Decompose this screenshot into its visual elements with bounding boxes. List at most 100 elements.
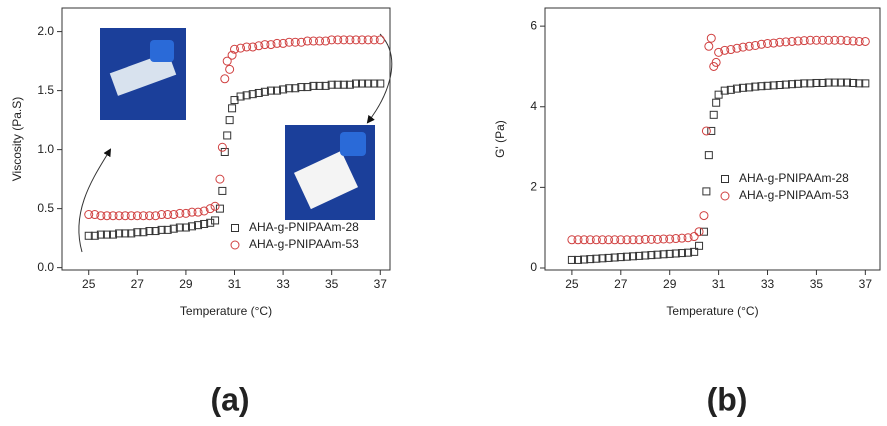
data-point: [132, 211, 142, 221]
data-point: [315, 36, 325, 46]
data-point: [854, 36, 864, 46]
data-point: [114, 211, 124, 221]
data-point: [580, 255, 589, 264]
data-point: [800, 79, 809, 88]
x-tick-label: 33: [276, 277, 290, 291]
data-point: [641, 251, 650, 260]
data-point: [291, 84, 300, 93]
photo-inset: [100, 28, 186, 120]
data-point: [598, 254, 607, 263]
data-point: [206, 218, 215, 227]
data-point: [711, 57, 721, 67]
data-point: [567, 255, 576, 264]
data-point: [228, 104, 237, 113]
data-point: [193, 207, 203, 217]
y-tick-label: 4: [530, 99, 537, 113]
x-tick-label: 31: [712, 277, 726, 291]
data-point: [273, 86, 282, 95]
data-point: [211, 216, 220, 225]
y-tick-label: 2.0: [37, 24, 54, 38]
legend-label: AHA-g-PNIPAAm-53: [739, 188, 849, 202]
data-point: [794, 79, 803, 88]
data-point: [133, 228, 142, 237]
data-point: [671, 249, 680, 258]
data-point: [751, 82, 760, 91]
data-point: [646, 234, 656, 244]
data-point: [303, 83, 312, 92]
data-point: [848, 36, 858, 46]
data-point: [610, 253, 619, 262]
data-point: [818, 78, 827, 87]
data-point: [824, 35, 834, 45]
data-point: [175, 223, 184, 232]
data-point: [145, 227, 154, 236]
data-point: [108, 211, 118, 221]
y-axis-title: G' (Pa): [493, 120, 507, 158]
legend-marker: [720, 191, 730, 201]
data-point: [671, 234, 681, 244]
data-point: [96, 211, 106, 221]
data-point: [701, 126, 711, 136]
data-point: [364, 79, 373, 88]
data-point: [315, 81, 324, 90]
data-point: [830, 35, 840, 45]
data-point: [126, 211, 136, 221]
data-point: [187, 207, 197, 217]
data-point: [818, 35, 828, 45]
data-point: [254, 41, 264, 51]
data-point: [215, 204, 224, 213]
plot-area: [84, 35, 385, 240]
data-point: [236, 43, 246, 53]
data-point: [849, 78, 858, 87]
data-point: [115, 229, 124, 238]
data-point: [169, 210, 179, 220]
data-point: [84, 231, 93, 240]
data-point: [321, 36, 331, 46]
data-point: [248, 90, 257, 99]
x-tick-label: 27: [614, 277, 628, 291]
x-tick-label: 27: [131, 277, 145, 291]
data-point: [640, 234, 650, 244]
data-point: [163, 225, 172, 234]
data-point: [699, 211, 709, 221]
data-point: [227, 50, 237, 60]
data-point: [218, 186, 227, 195]
data-point: [732, 84, 741, 93]
data-point: [163, 210, 173, 220]
data-point: [248, 42, 258, 52]
data-point: [763, 81, 772, 90]
data-point: [279, 85, 288, 94]
data-point: [217, 142, 227, 152]
data-point: [272, 38, 282, 48]
axes-frame: [544, 7, 881, 271]
data-point: [629, 252, 638, 261]
data-point: [635, 251, 644, 260]
data-point: [745, 83, 754, 92]
data-point: [90, 231, 99, 240]
data-point: [855, 79, 864, 88]
data-point: [652, 234, 662, 244]
data-point: [102, 230, 111, 239]
data-point: [302, 36, 312, 46]
legend-marker: [231, 224, 239, 232]
x-tick-label: 37: [374, 277, 388, 291]
x-axis-title: Temperature (°C): [180, 304, 272, 318]
legend-marker: [230, 240, 240, 250]
data-point: [592, 254, 601, 263]
data-point: [210, 201, 220, 211]
data-point: [144, 211, 154, 221]
data-point: [586, 255, 595, 264]
data-point: [756, 39, 766, 49]
legend-label: AHA-g-PNIPAAm-28: [249, 220, 359, 234]
x-tick-label: 37: [859, 277, 873, 291]
data-point: [775, 80, 784, 89]
data-point: [573, 235, 583, 245]
data-point: [90, 210, 100, 220]
x-tick-label: 25: [82, 277, 96, 291]
data-point: [659, 250, 668, 259]
y-tick-label: 0.5: [37, 201, 54, 215]
data-point: [830, 78, 839, 87]
data-point: [744, 41, 754, 51]
data-point: [714, 47, 724, 57]
